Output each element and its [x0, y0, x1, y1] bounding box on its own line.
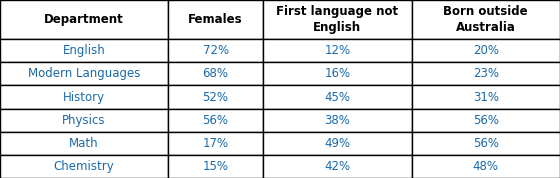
Text: Chemistry: Chemistry: [54, 160, 114, 173]
Bar: [412, 155, 560, 178]
Text: History: History: [63, 90, 105, 104]
Text: Department: Department: [44, 13, 124, 26]
Bar: [412, 85, 560, 109]
Text: 38%: 38%: [324, 114, 351, 127]
Text: 56%: 56%: [473, 114, 499, 127]
Text: 68%: 68%: [203, 67, 228, 80]
Text: First language not
English: First language not English: [276, 5, 399, 34]
Bar: [168, 85, 263, 109]
Text: 20%: 20%: [473, 44, 499, 57]
Text: 12%: 12%: [324, 44, 351, 57]
Bar: [263, 85, 412, 109]
Text: English: English: [63, 44, 105, 57]
Bar: [0, 39, 168, 62]
Bar: [263, 132, 412, 155]
Bar: [412, 109, 560, 132]
Text: 49%: 49%: [324, 137, 351, 150]
Text: 52%: 52%: [203, 90, 228, 104]
Text: 72%: 72%: [203, 44, 228, 57]
Bar: [0, 155, 168, 178]
Bar: [168, 132, 263, 155]
Text: 45%: 45%: [324, 90, 351, 104]
Bar: [263, 39, 412, 62]
Text: Born outside
Australia: Born outside Australia: [444, 5, 528, 34]
Text: Physics: Physics: [62, 114, 106, 127]
Bar: [263, 62, 412, 85]
Bar: [412, 0, 560, 39]
Text: Females: Females: [188, 13, 243, 26]
Bar: [168, 39, 263, 62]
Text: 17%: 17%: [203, 137, 228, 150]
Bar: [263, 155, 412, 178]
Bar: [168, 62, 263, 85]
Bar: [263, 0, 412, 39]
Text: 56%: 56%: [203, 114, 228, 127]
Text: 23%: 23%: [473, 67, 499, 80]
Bar: [168, 109, 263, 132]
Bar: [263, 109, 412, 132]
Bar: [0, 0, 168, 39]
Text: 42%: 42%: [324, 160, 351, 173]
Text: 48%: 48%: [473, 160, 499, 173]
Bar: [412, 39, 560, 62]
Text: 15%: 15%: [203, 160, 228, 173]
Bar: [0, 109, 168, 132]
Text: 16%: 16%: [324, 67, 351, 80]
Bar: [412, 132, 560, 155]
Bar: [168, 155, 263, 178]
Bar: [412, 62, 560, 85]
Bar: [0, 85, 168, 109]
Text: 31%: 31%: [473, 90, 499, 104]
Text: Modern Languages: Modern Languages: [28, 67, 140, 80]
Text: 56%: 56%: [473, 137, 499, 150]
Bar: [0, 62, 168, 85]
Bar: [168, 0, 263, 39]
Text: Math: Math: [69, 137, 99, 150]
Bar: [0, 132, 168, 155]
